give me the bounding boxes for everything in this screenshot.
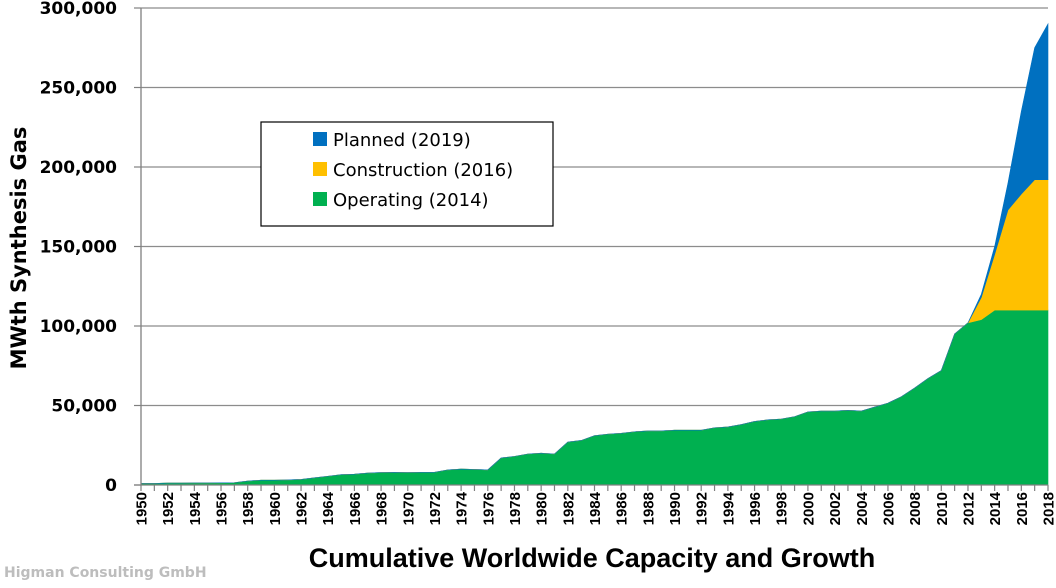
- x-tick-label: 1998: [774, 492, 791, 525]
- x-tick-label: 1990: [667, 492, 684, 525]
- y-tick-label: 0: [105, 476, 117, 496]
- x-tick-label: 2006: [880, 492, 897, 525]
- x-tick-label: 2008: [907, 492, 924, 525]
- x-tick-label: 1950: [134, 492, 151, 525]
- x-axis-ticks: 1950 1952 1954 1956 1958 1960 1962 1964 1966 1968…: [134, 485, 1056, 525]
- x-tick-label: 1980: [534, 492, 551, 525]
- legend-swatch: [313, 192, 327, 206]
- x-tick-label: 2012: [960, 492, 977, 525]
- x-tick-label: 1960: [267, 492, 284, 525]
- x-tick-label: 2000: [800, 492, 817, 525]
- y-tick-label: 200,000: [40, 158, 118, 178]
- x-tick-label: 1978: [507, 492, 524, 525]
- x-tick-label: 1956: [214, 492, 231, 525]
- x-tick-label: 2010: [934, 492, 951, 525]
- x-tick-label: 1994: [720, 491, 737, 525]
- legend-swatch: [313, 162, 327, 176]
- x-tick-label: 1958: [240, 492, 257, 525]
- x-tick-label: 1964: [320, 491, 337, 525]
- x-tick-label: 1962: [294, 492, 311, 525]
- x-tick-label: 1984: [587, 491, 604, 525]
- x-tick-label: 1988: [640, 492, 657, 525]
- legend-label: Planned (2019): [333, 130, 471, 151]
- x-tick-label: 2018: [1041, 492, 1056, 525]
- legend: Planned (2019) Construction (2016) Operati…: [260, 121, 554, 227]
- x-tick-label: 1976: [480, 492, 497, 525]
- y-tick-label: 250,000: [40, 79, 118, 99]
- x-axis-label: Cumulative Worldwide Capacity and Growth: [309, 543, 876, 573]
- x-tick-label: 1986: [614, 492, 631, 525]
- credit-watermark: Higman Consulting GmbH: [4, 565, 207, 581]
- x-tick-label: 2014: [987, 491, 1004, 525]
- y-axis-label: MWth Synthesis Gas: [7, 127, 31, 370]
- x-tick-label: 1972: [427, 492, 444, 525]
- y-axis-ticks: 0 50,000 100,000 150,000 200,000 250,000 300,0…: [40, 0, 141, 496]
- y-tick-label: 150,000: [40, 238, 118, 258]
- x-tick-label: 1974: [454, 491, 471, 525]
- x-tick-label: 1968: [374, 492, 391, 525]
- x-tick-label: 1982: [560, 492, 577, 525]
- chart-areas: [140, 22, 1049, 486]
- y-tick-label: 100,000: [40, 317, 118, 337]
- area-operating-2014: [140, 309, 1049, 486]
- area-planned-2019: [141, 22, 1049, 484]
- x-tick-label: 1996: [747, 492, 764, 525]
- legend-swatch: [313, 132, 327, 146]
- x-tick-label: 1992: [694, 492, 711, 525]
- x-tick-label: 2016: [1014, 492, 1031, 525]
- legend-label: Operating (2014): [333, 190, 489, 211]
- legend-box: [260, 121, 554, 227]
- x-tick-label: 2002: [827, 492, 844, 525]
- legend-label: Construction (2016): [333, 160, 513, 181]
- y-tick-label: 50,000: [51, 397, 117, 417]
- y-tick-label: 300,000: [40, 0, 118, 19]
- x-tick-label: 1954: [187, 491, 204, 525]
- x-tick-label: 1970: [400, 492, 417, 525]
- x-tick-label: 1966: [347, 492, 364, 525]
- x-tick-label: 1952: [160, 492, 177, 525]
- x-tick-label: 2004: [854, 491, 871, 525]
